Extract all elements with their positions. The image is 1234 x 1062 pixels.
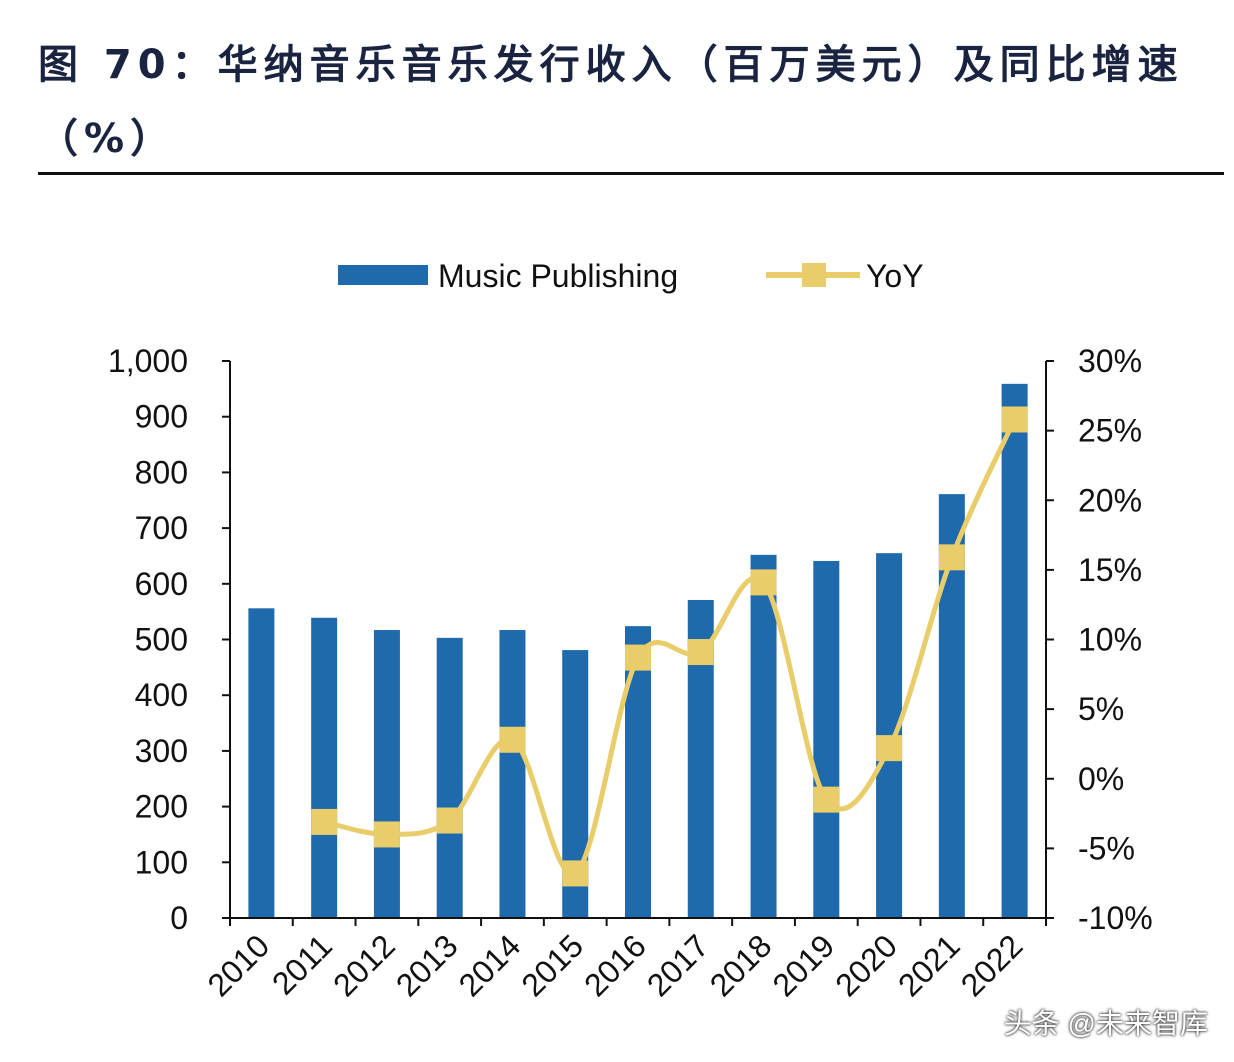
yoy-marker-2013: [436, 807, 463, 834]
bar-2018: [750, 554, 777, 918]
legend-marker-swatch: [802, 263, 826, 287]
right-tick-label: 30%: [1078, 343, 1142, 379]
yoy-marker-2019: [813, 786, 840, 813]
right-tick-label: 10%: [1078, 622, 1142, 658]
x-tick-label: 2014: [452, 927, 528, 1003]
yoy-marker-2016: [625, 644, 651, 671]
bar-2014: [499, 630, 526, 918]
yoy-marker-2021: [938, 544, 965, 571]
watermark: 头条 @未来智库: [1003, 1008, 1208, 1039]
yoy-marker-2011: [311, 808, 338, 835]
yoy-marker-2017: [687, 639, 714, 666]
legend-label-music-publishing: Music Publishing: [438, 258, 678, 294]
bar-2019: [813, 560, 840, 918]
yoy-marker-2012: [373, 821, 400, 848]
x-tick-label: 2022: [954, 927, 1030, 1003]
legend-bar-swatch: [338, 265, 428, 285]
yoy-marker-2015: [562, 860, 589, 887]
left-tick-label: 700: [135, 510, 188, 546]
left-tick-label: 300: [135, 733, 188, 769]
left-tick-label: 800: [135, 454, 188, 490]
bar-2011: [311, 617, 338, 918]
yoy-marker-2014: [499, 726, 526, 753]
right-tick-label: 25%: [1078, 413, 1142, 449]
x-tick-label: 2017: [640, 927, 716, 1003]
left-tick-label: 100: [135, 844, 188, 880]
x-tick-label: 2020: [828, 927, 904, 1003]
x-tick-label: 2016: [577, 927, 653, 1003]
x-tick-label: 2021: [891, 927, 967, 1003]
bar-2012: [373, 630, 400, 918]
yoy-line: [323, 418, 1017, 877]
right-tick-label: 5%: [1078, 691, 1124, 727]
yoy-marker-2022: [1001, 406, 1028, 433]
legend-label-yoy: YoY: [866, 258, 924, 294]
bar-2010: [248, 608, 275, 918]
yoy-marker-2020: [876, 735, 903, 762]
x-tick-label: 2015: [514, 927, 590, 1003]
right-tick-label: 20%: [1078, 482, 1142, 518]
chart-title: 图 70：华纳音乐音乐发行收入（百万美元）及同比增速（%）: [38, 42, 1184, 162]
x-tick-label: 2018: [703, 927, 779, 1003]
x-tick-label: 2010: [201, 927, 277, 1003]
x-tick-label: 2019: [765, 927, 841, 1003]
x-tick-label: 2011: [265, 927, 339, 1001]
right-tick-label: 0%: [1078, 761, 1124, 797]
title-divider: [38, 172, 1224, 175]
x-tick-label: 2012: [326, 927, 402, 1003]
left-tick-label: 400: [135, 677, 188, 713]
left-tick-label: 600: [135, 566, 188, 602]
right-tick-label: 15%: [1078, 552, 1142, 588]
x-tick-label: 2013: [389, 927, 465, 1003]
left-tick-label: 900: [135, 399, 188, 435]
left-tick-label: 500: [135, 622, 188, 658]
bar-2022: [1001, 383, 1028, 918]
right-tick-label: -5%: [1078, 830, 1135, 866]
bar-2013: [436, 637, 463, 918]
right-tick-label: -10%: [1078, 900, 1153, 936]
left-tick-label: 0: [170, 900, 188, 936]
left-tick-label: 1,000: [108, 343, 188, 379]
left-tick-label: 200: [135, 789, 188, 825]
yoy-marker-2018: [750, 569, 777, 596]
